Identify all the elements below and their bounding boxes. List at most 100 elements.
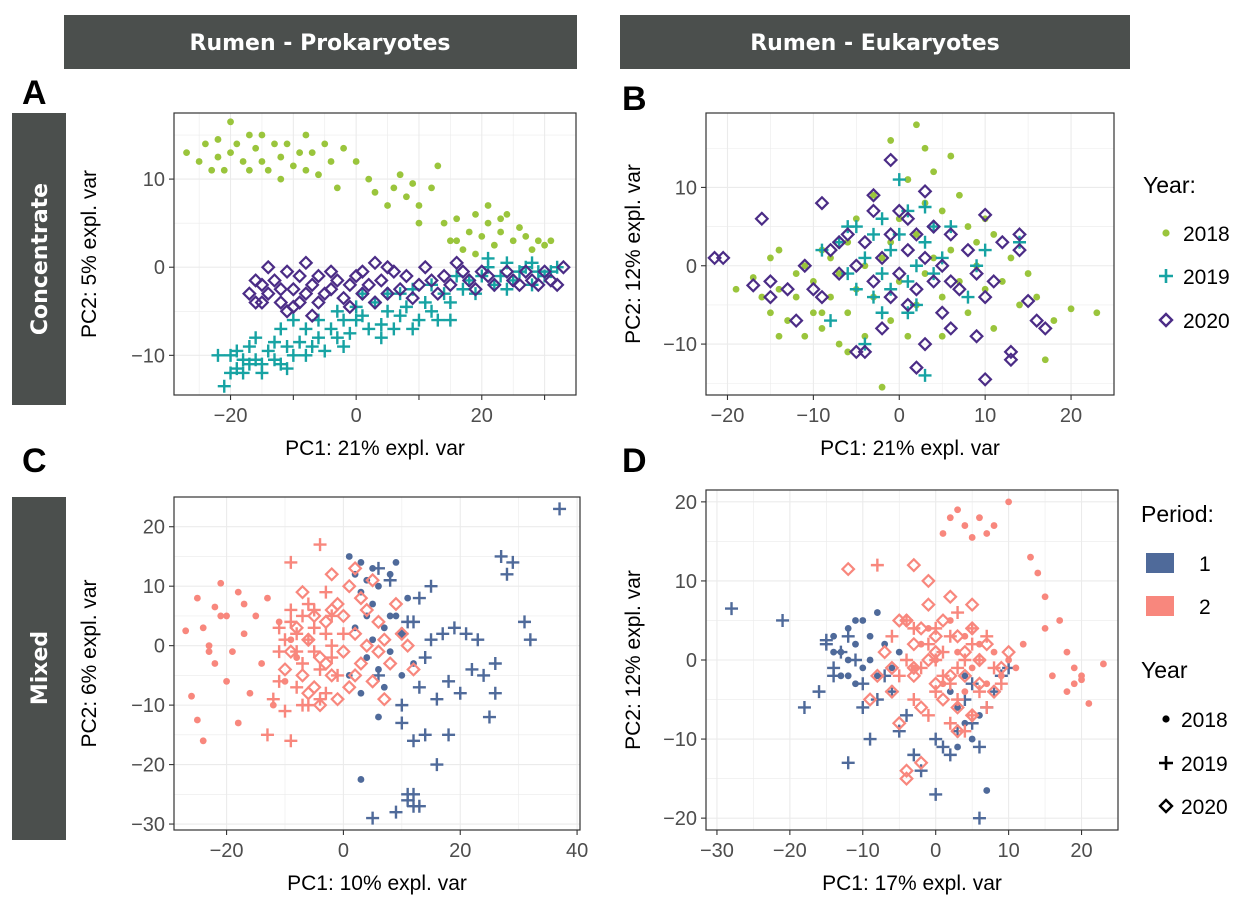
data-point — [1085, 700, 1093, 707]
data-point — [983, 787, 991, 794]
data-point — [1003, 344, 1019, 360]
data-point — [388, 596, 404, 612]
data-point — [866, 227, 880, 241]
data-point — [415, 202, 423, 209]
data-point — [393, 309, 407, 323]
panel-b-points — [707, 121, 1101, 391]
data-point — [403, 193, 410, 201]
data-point — [918, 368, 932, 382]
data-point — [776, 613, 790, 627]
data-point — [835, 340, 843, 348]
x-tick-label: −30 — [700, 840, 734, 862]
data-point — [258, 131, 266, 139]
legend-shape-2019-plus-icon — [1159, 756, 1173, 770]
data-point — [365, 673, 380, 689]
data-point — [1003, 352, 1019, 368]
strip-prokaryotes-label: Rumen - Prokaryotes — [190, 31, 451, 56]
panel-letter-b: B — [622, 80, 647, 118]
data-point — [289, 620, 305, 636]
data-point — [313, 662, 327, 676]
data-point — [1005, 498, 1013, 506]
data-point — [875, 212, 889, 226]
data-point — [443, 295, 457, 309]
data-point — [840, 561, 856, 577]
data-point — [1041, 624, 1049, 632]
data-point — [387, 322, 401, 336]
data-point — [430, 758, 444, 772]
x-tick-label: 20 — [449, 840, 471, 862]
data-point — [884, 243, 898, 257]
data-point — [938, 332, 946, 340]
data-point — [792, 293, 800, 301]
data-point — [906, 668, 922, 684]
data-point — [918, 200, 932, 214]
data-point — [234, 719, 242, 727]
data-point — [453, 215, 461, 223]
data-point — [856, 700, 870, 714]
data-point — [997, 672, 1005, 680]
data-point — [382, 656, 398, 671]
data-point — [509, 237, 517, 245]
data-point — [324, 668, 340, 683]
data-point — [935, 613, 951, 628]
data-point — [283, 644, 299, 659]
data-point — [970, 259, 984, 273]
data-point — [342, 299, 358, 315]
data-point — [453, 237, 461, 245]
data-point — [357, 689, 365, 697]
data-point — [921, 573, 936, 589]
data-point — [913, 121, 920, 129]
data-point — [337, 340, 351, 354]
data-point — [1027, 553, 1034, 561]
y-tick-label: −10 — [131, 345, 165, 367]
x-tick-label: −20 — [214, 405, 248, 427]
data-point — [943, 321, 959, 336]
data-point — [874, 250, 890, 266]
data-point — [964, 621, 980, 636]
data-point — [330, 304, 344, 318]
data-point — [264, 594, 271, 602]
data-point — [415, 219, 423, 227]
data-point — [534, 237, 542, 245]
data-point — [857, 344, 873, 360]
data-point — [814, 289, 830, 305]
data-point — [255, 366, 269, 380]
data-point — [952, 281, 967, 297]
data-point — [290, 680, 304, 694]
data-point — [523, 633, 537, 647]
legend-year-top-title: Year: — [1143, 172, 1196, 198]
data-point — [208, 166, 216, 174]
data-point — [892, 669, 906, 683]
data-point — [809, 309, 817, 317]
data-point — [424, 579, 438, 593]
data-point — [1048, 672, 1056, 680]
panel-d-points — [725, 498, 1107, 825]
data-point — [977, 289, 993, 305]
data-point — [336, 290, 351, 306]
data-point — [955, 278, 963, 285]
data-point — [306, 679, 322, 695]
data-point — [412, 799, 426, 813]
data-point — [877, 644, 893, 660]
data-point — [182, 627, 190, 635]
data-point — [484, 202, 492, 209]
data-point — [814, 195, 830, 211]
data-point — [329, 273, 345, 288]
data-point — [277, 175, 285, 183]
data-point — [374, 331, 388, 345]
data-point — [878, 254, 886, 262]
legend-2019-plus-icon — [1159, 269, 1173, 283]
data-point — [977, 207, 993, 223]
data-point — [323, 281, 339, 297]
data-point — [306, 608, 322, 624]
data-point — [788, 313, 804, 328]
data-point — [304, 308, 320, 324]
data-point — [827, 669, 841, 683]
data-point — [990, 648, 998, 656]
data-point — [848, 653, 862, 667]
data-point — [935, 692, 951, 707]
data-point — [319, 585, 333, 599]
data-point — [405, 290, 421, 306]
data-point — [859, 617, 867, 624]
data-point — [248, 273, 264, 288]
